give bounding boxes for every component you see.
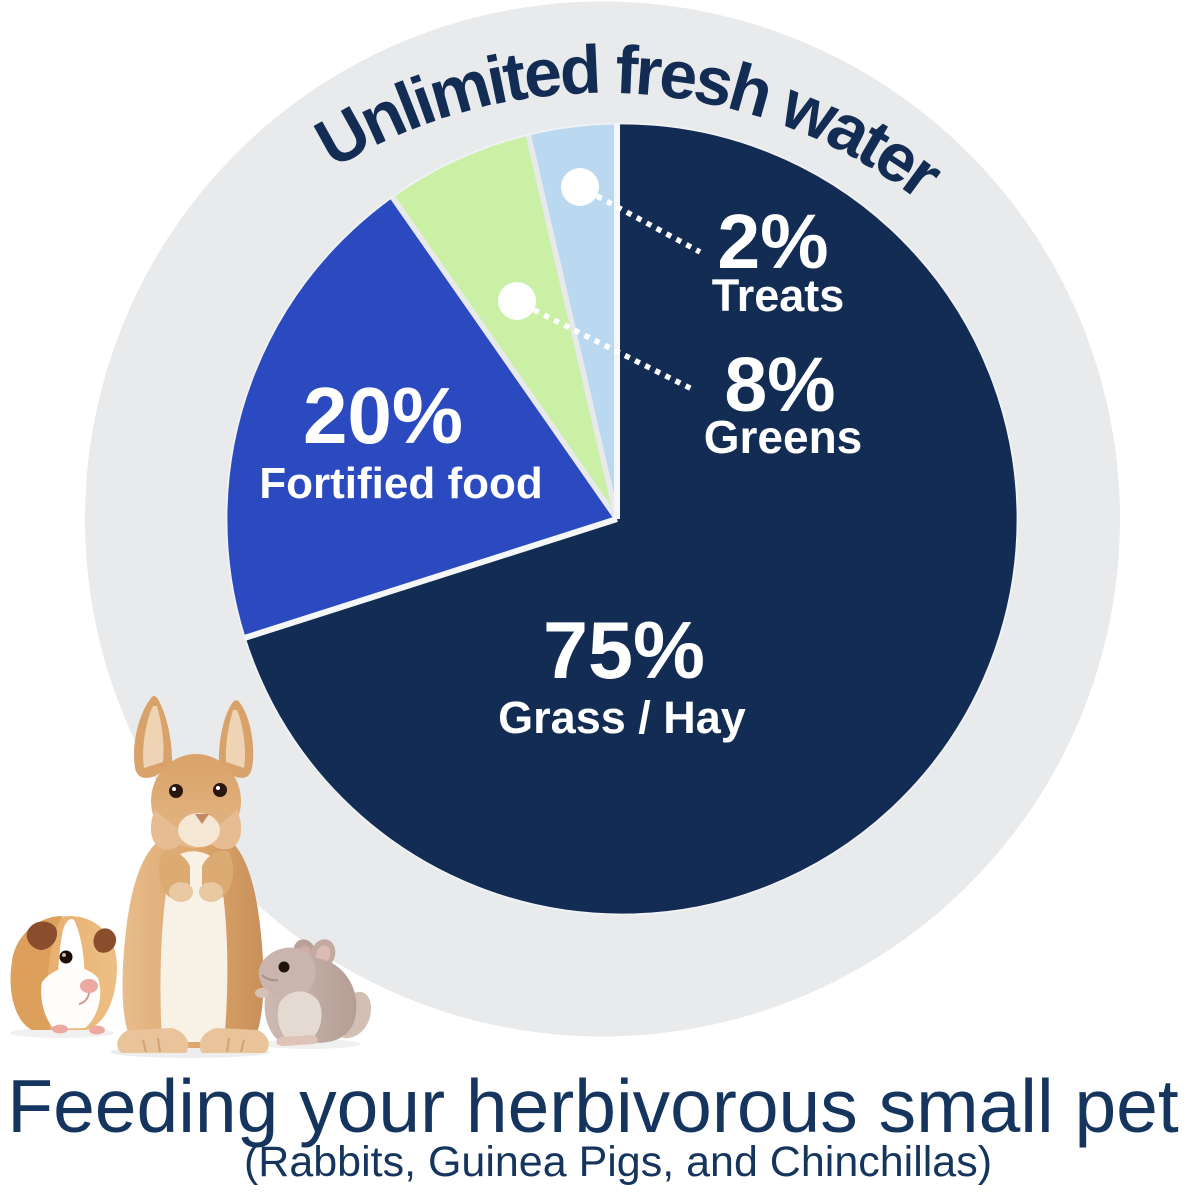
svg-text:(Rabbits, Guinea Pigs, and Chi: (Rabbits, Guinea Pigs, and Chinchillas): [244, 1138, 992, 1186]
svg-text:Feeding your herbivorous small: Feeding your herbivorous small pet: [7, 1064, 1179, 1148]
svg-text:Treats: Treats: [712, 270, 845, 321]
svg-text:Grass / Hay: Grass / Hay: [498, 692, 746, 743]
svg-text:Fortified food: Fortified food: [259, 459, 543, 508]
svg-text:8%: 8%: [724, 342, 835, 428]
svg-text:Greens: Greens: [704, 411, 863, 463]
svg-text:75%: 75%: [543, 606, 705, 696]
svg-text:2%: 2%: [717, 199, 828, 285]
svg-text:20%: 20%: [303, 371, 463, 460]
